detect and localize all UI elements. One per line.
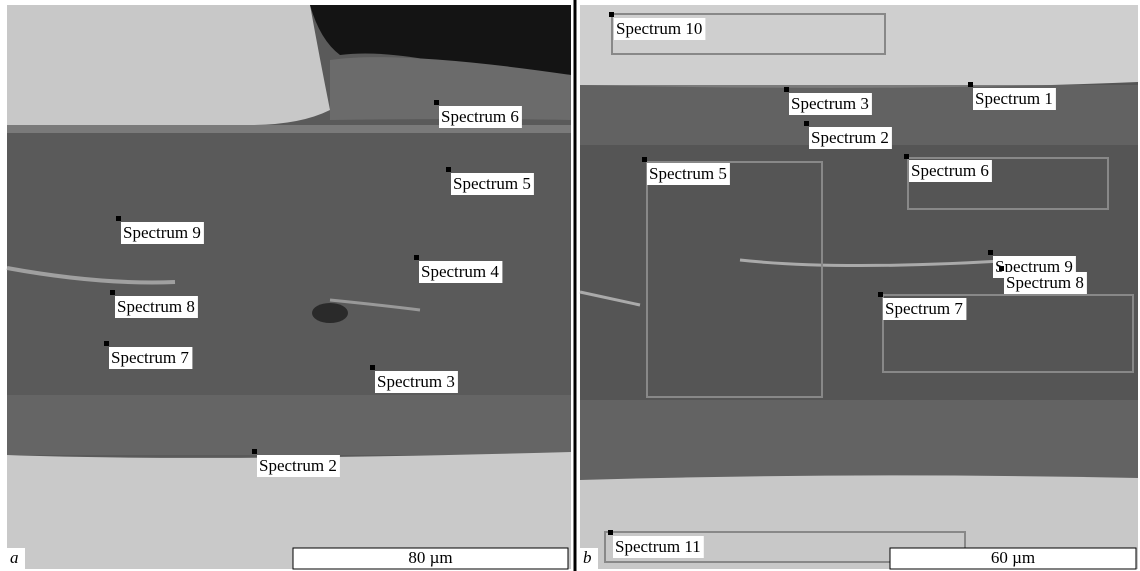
- label-text: Spectrum 11: [615, 537, 701, 556]
- marker: [784, 87, 789, 92]
- panel-a-image: [7, 5, 571, 569]
- marker: [609, 12, 614, 17]
- marker: [434, 100, 439, 105]
- label-text: Spectrum 7: [111, 348, 189, 367]
- marker: [104, 341, 109, 346]
- marker: [904, 154, 909, 159]
- label-text: Spectrum 5: [453, 174, 531, 193]
- marker: [446, 167, 451, 172]
- marker: [999, 266, 1004, 271]
- marker: [968, 82, 973, 87]
- sem-figure: Spectrum 6 Spectrum 5 Spectrum 9 Spectrum 4…: [0, 0, 1140, 571]
- label-text: Spectrum 2: [811, 128, 889, 147]
- marker: [804, 121, 809, 126]
- marker: [642, 157, 647, 162]
- label-text: Spectrum 10: [616, 19, 702, 38]
- panel-letter: b: [583, 548, 592, 567]
- label-text: Spectrum 6: [911, 161, 989, 180]
- marker: [414, 255, 419, 260]
- label-text: Spectrum 5: [649, 164, 727, 183]
- label-text: Spectrum 3: [791, 94, 869, 113]
- label-text: Spectrum 4: [421, 262, 499, 281]
- label-text: Spectrum 8: [1006, 273, 1084, 292]
- marker: [116, 216, 121, 221]
- label-text: Spectrum 3: [377, 372, 455, 391]
- label-text: Spectrum 1: [975, 89, 1053, 108]
- marker: [608, 530, 613, 535]
- marker: [252, 449, 257, 454]
- marker: [110, 290, 115, 295]
- label-text: Spectrum 6: [441, 107, 519, 126]
- label-text: Spectrum 8: [117, 297, 195, 316]
- scale-bar-label: 60 µm: [991, 548, 1035, 567]
- panel-letter: a: [10, 548, 19, 567]
- marker: [878, 292, 883, 297]
- label-text: Spectrum 7: [885, 299, 963, 318]
- label-text: Spectrum 9: [123, 223, 201, 242]
- marker: [370, 365, 375, 370]
- scale-bar-label: 80 µm: [408, 548, 452, 567]
- label-text: Spectrum 2: [259, 456, 337, 475]
- marker: [988, 250, 993, 255]
